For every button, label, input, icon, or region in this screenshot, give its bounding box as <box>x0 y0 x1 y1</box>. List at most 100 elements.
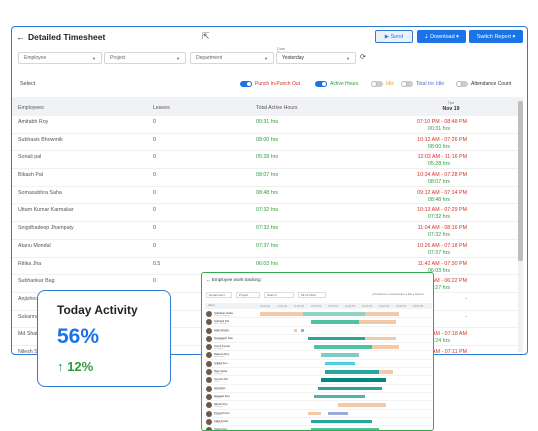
ov-time-label: 06:00 PM <box>413 305 424 308</box>
total-inc-idle-toggle[interactable] <box>401 81 413 87</box>
ov-activity-segment <box>300 328 305 333</box>
table-row[interactable]: Bikash Pal 0 08:07 hrs 10:34 AM - 07:28 PM 0… <box>12 169 520 187</box>
employee-name: Somasubhra Saha <box>18 189 62 196</box>
ov-activity-segment <box>321 378 386 382</box>
ov-user-role: Designer <box>214 414 223 417</box>
scrollbar[interactable] <box>518 97 523 352</box>
table-row[interactable]: Nilesh S10:23 AM - 07:11 PM09:06 hrs <box>12 346 520 354</box>
ov-user-row[interactable]: Priya Ghosh Designer <box>205 410 432 418</box>
ov-user-row[interactable]: Arijit Ghosh Product Designer <box>205 327 432 335</box>
download-button[interactable]: ⇣ Download ▾ <box>417 30 466 43</box>
ov-user-name: Subhajit Pal <box>214 319 229 324</box>
punch-range: 09:41 AM - 06:22 PM <box>417 278 467 285</box>
ov-user-row[interactable]: Subhajit Pal Web Developer <box>205 318 432 327</box>
punch-range: 10:07 AM - 07:18 AM <box>417 331 467 338</box>
day-duration: 00:31 hrs <box>427 126 450 132</box>
ov-user-row[interactable]: Sourav Pal Tester <box>205 376 432 385</box>
active-hours-value: 06:03 hrs <box>256 260 279 267</box>
department-select[interactable]: Department ▼ <box>190 52 274 64</box>
ov-activity-bar <box>260 361 430 366</box>
ov-user-row[interactable]: Subhasis Saha Software Engineer <box>205 310 432 319</box>
chevron-down-icon: ▼ <box>264 55 268 61</box>
table-row[interactable]: Uttam Kumar Karmakar 0 07:32 hrs 10:13 AM -… <box>12 204 520 223</box>
ov-user-role: Designer <box>214 364 223 367</box>
active-hours-value: 07:37 hrs <box>256 242 279 249</box>
table-row[interactable]: Snigdhadeep Jhampaty 0 07:32 hrs 11:04 AM -… <box>12 222 520 240</box>
ov-user-name: Kabir Dutta <box>214 418 228 423</box>
ov-activity-bar <box>260 320 430 324</box>
ov-search-input[interactable]: Search <box>264 292 294 298</box>
table-row[interactable]: Subhasis Bhowmik 0 08:00 hrs 10:12 AM - 07:… <box>12 134 520 152</box>
ov-activity-segment <box>311 320 359 324</box>
toggle-bar: Select Punch In-Punch Out Active Hours I… <box>12 77 527 91</box>
attendance-toggle[interactable] <box>456 81 468 87</box>
day-duration: 07:32 hrs <box>427 214 450 221</box>
project-select[interactable]: Project ▼ <box>104 52 186 64</box>
ov-user-name: Sohini Roy <box>214 427 228 431</box>
date-period-select[interactable]: Yesterday ▼ <box>276 52 356 64</box>
ov-activity-bar <box>260 411 430 416</box>
leaves-value: 0 <box>153 207 156 214</box>
ov-user-role: Web Developer <box>214 322 228 325</box>
ov-activity-segment <box>328 411 349 416</box>
switch-report-button[interactable]: Switch Report ▾ <box>469 30 523 43</box>
ov-activity-segment <box>314 345 373 349</box>
ov-user-name: Arijit Ghosh <box>214 327 229 332</box>
day-duration: 07:37 hrs <box>427 249 450 256</box>
employee-name: Snigdhadeep Jhampaty <box>18 225 74 232</box>
ov-department-select[interactable]: Department <box>206 292 232 298</box>
day-duration: 08:00 hrs <box>427 143 450 150</box>
ov-user-row[interactable]: Snehasish Das UI Designer <box>205 335 432 344</box>
ov-activity-segment <box>372 345 400 349</box>
back-icon[interactable]: ← <box>16 32 25 42</box>
employee-name: Uttam Kumar Karmakar <box>18 207 74 214</box>
table-row[interactable]: Amitabh Roy 0 00:31 hrs 07:10 PM - 08:48 PM… <box>12 116 520 134</box>
avatar <box>206 352 212 359</box>
attendance-label: Attendance Count <box>471 81 512 87</box>
table-row[interactable]: Somasubhra Saha 0 08:48 hrs 09:12 AM - 07:1… <box>12 187 520 205</box>
ov-legend: ● Productive ● Unproductive ● Idle ● Neu… <box>372 293 424 296</box>
active-hours-value: 08:48 hrs <box>256 189 279 196</box>
punch-toggle[interactable] <box>240 81 252 87</box>
employee-select[interactable]: Employee ▼ <box>18 52 102 64</box>
ov-user-row[interactable]: Amit Das Developer <box>205 385 432 393</box>
avatar <box>206 369 212 376</box>
table-row[interactable]: Atanu Mondal 0 07:37 hrs 10:26 AM - 07:18 P… <box>12 240 520 258</box>
ov-user-name: Raju Saha <box>214 369 228 374</box>
punch-range: 10:34 AM - 07:28 PM <box>417 172 467 179</box>
ov-activity-segment <box>338 403 386 407</box>
ov-user-row[interactable]: Debasis Dey Manager <box>205 393 432 402</box>
idle-toggle[interactable] <box>371 81 383 87</box>
ov-activity-segment <box>307 411 322 416</box>
ov-user-name: Priya Ghosh <box>214 410 230 415</box>
leaves-value: 0 <box>153 242 156 249</box>
ov-user-row[interactable]: Sumit Kumar Developer <box>205 343 432 352</box>
ov-activity-segment <box>311 419 373 424</box>
ov-user-role: Tester <box>214 380 220 383</box>
ov-user-role: Developer <box>214 405 224 408</box>
ov-user-row[interactable]: Ankita Sen Designer <box>205 360 432 369</box>
refresh-icon[interactable]: ⟳ <box>360 54 366 61</box>
col-date: Nov 19 <box>442 106 460 112</box>
employee-name: Amitabh Roy <box>18 119 49 125</box>
ov-user-row[interactable]: Raju Saha Developer <box>205 368 432 377</box>
ov-user-row[interactable]: Nilesh Roy Developer <box>205 401 432 410</box>
scroll-thumb[interactable] <box>518 101 523 261</box>
punch-range: 10:26 AM - 07:18 PM <box>417 242 467 249</box>
ov-user-row[interactable]: Rakesh Roy QA Engineer <box>205 351 432 360</box>
col-leaves: Leaves <box>153 105 170 111</box>
ov-activity-segment <box>294 328 298 333</box>
ov-time-label: 01:00 PM <box>328 305 339 308</box>
day-duration: 06:03 hrs <box>427 267 450 274</box>
day-duration: 05:28 hrs <box>427 161 450 168</box>
punch-range: 12:03 AM - 11:16 PM <box>417 154 467 161</box>
table-row[interactable]: Sonali pal 0 05:28 hrs 12:03 AM - 11:16 PM 0… <box>12 151 520 170</box>
send-button[interactable]: ▶ Send <box>375 30 413 43</box>
ov-project-select[interactable]: Project <box>236 292 260 298</box>
leaves-value: 0 <box>153 225 156 232</box>
ov-user-role: Manager <box>214 397 222 400</box>
active-hours-toggle[interactable] <box>315 81 327 87</box>
ov-user-row[interactable]: Kabir Dutta Developer <box>205 418 432 427</box>
ov-date-select[interactable]: 29.11.2024 <box>298 292 326 298</box>
